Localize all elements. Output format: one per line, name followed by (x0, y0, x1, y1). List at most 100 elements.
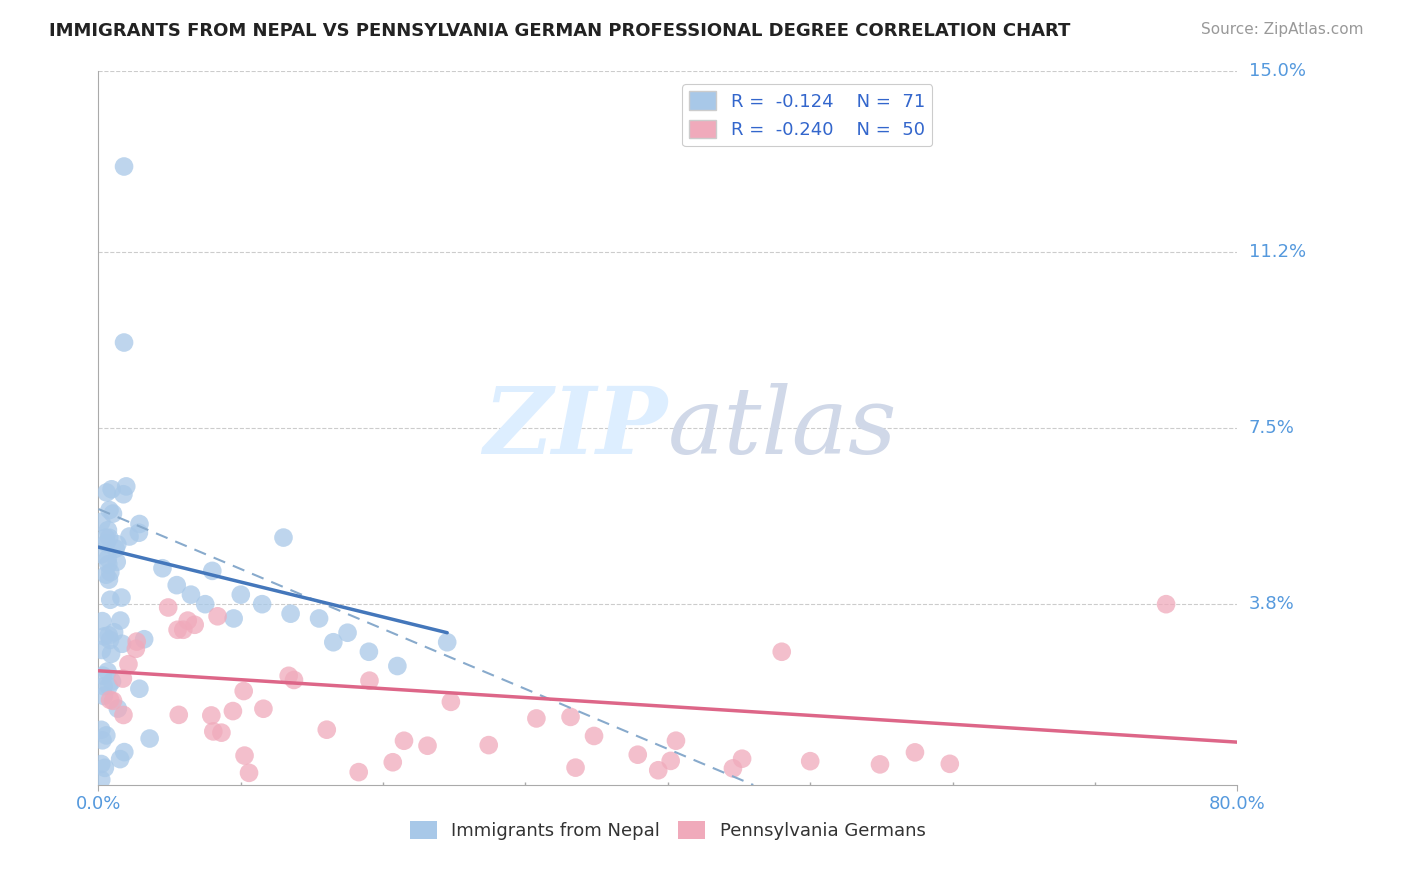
Point (647, 763, 669, 777)
Point (134, 632, 156, 647)
Point (101, 507, 124, 521)
Point (125, 634, 148, 648)
Point (233, 748, 256, 763)
Point (118, 529, 141, 543)
Point (104, 541, 127, 556)
Point (336, 625, 359, 640)
Point (98, 632, 121, 647)
Point (229, 588, 252, 602)
Point (166, 578, 188, 592)
Point (222, 611, 245, 625)
Point (209, 725, 232, 739)
Text: Source: ZipAtlas.com: Source: ZipAtlas.com (1201, 22, 1364, 37)
Point (98, 566, 121, 580)
Point (112, 708, 135, 723)
Point (721, 761, 744, 775)
Point (1154, 597, 1177, 611)
Point (582, 729, 605, 743)
Point (112, 160, 135, 174)
Point (478, 738, 501, 752)
Point (93, 679, 115, 693)
Point (277, 669, 299, 683)
Point (112, 487, 135, 501)
Point (90, 757, 112, 772)
Point (96, 485, 118, 500)
Point (157, 600, 180, 615)
Point (112, 335, 135, 350)
Point (194, 597, 217, 611)
Point (110, 614, 132, 628)
Point (252, 702, 274, 716)
Text: 3.8%: 3.8% (1249, 595, 1295, 613)
Point (97, 628, 120, 642)
Point (283, 673, 305, 687)
Point (105, 555, 128, 569)
Point (112, 745, 135, 759)
Point (250, 597, 273, 611)
Point (117, 657, 139, 672)
Point (564, 761, 586, 775)
Point (904, 745, 927, 759)
Point (128, 525, 150, 540)
Point (93, 689, 115, 703)
Point (359, 673, 381, 688)
Point (207, 609, 229, 624)
Point (381, 756, 404, 770)
Point (526, 711, 548, 725)
Point (273, 531, 295, 545)
Text: 11.2%: 11.2% (1249, 244, 1306, 261)
Point (869, 757, 891, 772)
Point (98, 503, 121, 517)
Point (107, 701, 129, 715)
Point (98, 531, 121, 545)
Point (440, 695, 463, 709)
Point (308, 611, 330, 625)
Point (665, 733, 688, 747)
Point (167, 707, 190, 722)
Legend: Immigrants from Nepal, Pennsylvania Germans: Immigrants from Nepal, Pennsylvania Germ… (402, 814, 934, 847)
Point (180, 588, 202, 602)
Point (90, 547, 112, 561)
Point (232, 684, 254, 698)
Point (98, 693, 121, 707)
Point (94, 761, 117, 775)
Point (97, 523, 120, 537)
Point (96, 536, 118, 550)
Point (108, 752, 131, 766)
Point (659, 754, 682, 768)
Point (183, 617, 205, 632)
Point (111, 672, 134, 686)
Point (387, 659, 409, 673)
Point (315, 723, 337, 737)
Text: 15.0%: 15.0% (1249, 62, 1306, 80)
Point (100, 483, 122, 497)
Point (91, 614, 114, 628)
Point (128, 681, 150, 696)
Point (100, 647, 122, 661)
Point (560, 710, 582, 724)
Point (90, 723, 112, 737)
Point (152, 561, 174, 575)
Point (138, 731, 160, 746)
Point (128, 516, 150, 531)
Point (94, 531, 117, 545)
Point (200, 708, 222, 723)
Point (101, 694, 124, 708)
Point (97, 573, 120, 587)
Point (90, 772, 112, 787)
Point (96, 665, 118, 679)
Text: ZIP: ZIP (484, 384, 668, 473)
Point (201, 564, 224, 578)
Point (357, 645, 380, 659)
Point (416, 739, 439, 753)
Point (770, 645, 793, 659)
Point (172, 623, 194, 637)
Point (96, 728, 118, 742)
Point (627, 747, 650, 762)
Point (93, 629, 115, 643)
Point (280, 607, 302, 621)
Point (166, 623, 188, 637)
Point (222, 704, 245, 718)
Text: atlas: atlas (668, 384, 897, 473)
Point (125, 641, 148, 656)
